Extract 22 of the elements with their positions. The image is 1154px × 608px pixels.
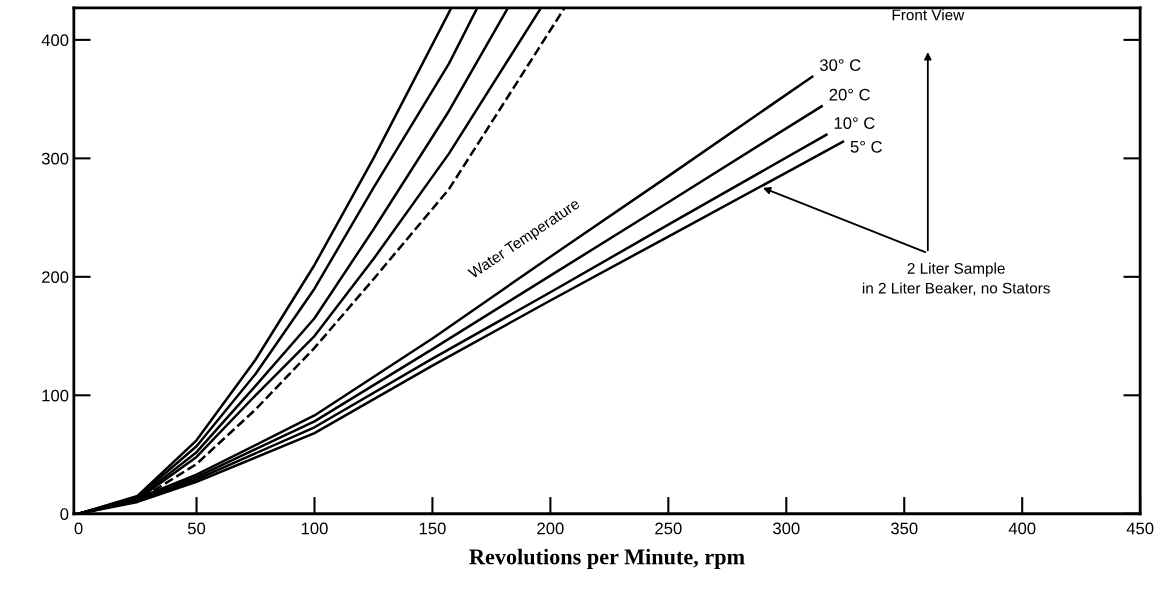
annotation: 2 Liter Sample in 2 Liter Beaker, no Stators bbox=[862, 262, 1050, 296]
series-label: 20° C bbox=[829, 88, 870, 101]
y-tick-label: 200 bbox=[42, 271, 69, 284]
x-tick-label: 200 bbox=[537, 522, 564, 535]
x-tick-label: 450 bbox=[1126, 522, 1154, 535]
y-tick-label: 0 bbox=[60, 508, 69, 520]
x-tick-label: 350 bbox=[890, 522, 918, 535]
y-tick-label: 400 bbox=[41, 34, 69, 47]
x-tick-label: 300 bbox=[773, 522, 800, 535]
y-tick-label: 300 bbox=[41, 152, 69, 165]
series-label: 30° C bbox=[819, 59, 861, 71]
x-tick-label: 0 bbox=[74, 522, 83, 535]
series-label: 5° C bbox=[850, 140, 882, 153]
y-tick-label: 100 bbox=[42, 389, 69, 402]
x-tick-label: 50 bbox=[187, 522, 206, 535]
x-tick-label: 150 bbox=[419, 522, 446, 535]
x-tick-label: 250 bbox=[655, 522, 682, 535]
annotation: Front View bbox=[892, 9, 965, 21]
x-tick-label: 100 bbox=[301, 522, 328, 535]
x-axis-title: Revolutions per Minute, rpm bbox=[469, 548, 745, 569]
series-label: 10° C bbox=[834, 117, 875, 129]
x-tick-label: 400 bbox=[1008, 522, 1036, 535]
